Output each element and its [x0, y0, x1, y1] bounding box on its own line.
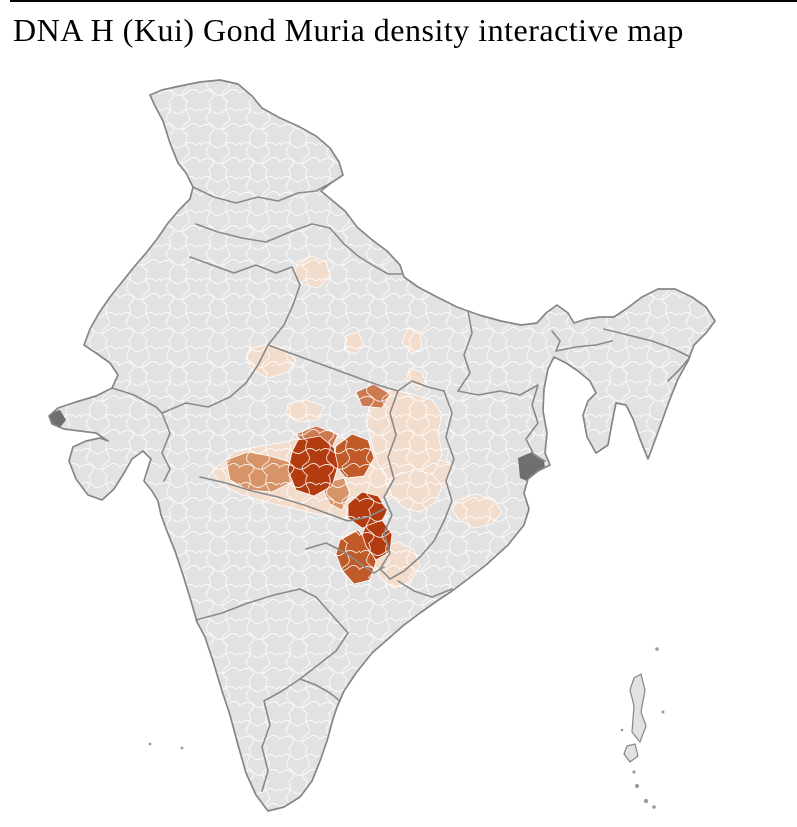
state-border-1: [195, 223, 331, 243]
state-border-13: [195, 588, 317, 621]
state-border-19: [555, 340, 613, 352]
state-border-9: [379, 390, 399, 570]
state-border-3: [189, 256, 301, 306]
island-dot-8: [180, 746, 184, 750]
state-border-7: [457, 310, 473, 392]
state-border-0: [192, 182, 332, 204]
island-andaman-south: [623, 743, 639, 763]
island-dot-1: [661, 710, 665, 714]
state-border-16: [261, 700, 271, 792]
top-rule: [10, 0, 797, 2]
state-border-17: [299, 678, 341, 702]
island-dot-2: [620, 728, 624, 732]
state-border-2: [329, 227, 403, 275]
india-outline: [48, 79, 716, 812]
island-dot-7: [148, 742, 152, 746]
island-dot-4: [635, 784, 639, 788]
state-border-6: [267, 344, 445, 392]
page-title: DNA H (Kui) Gond Muria density interacti…: [13, 12, 684, 48]
state-border-10: [379, 390, 455, 580]
state-border-4: [161, 304, 294, 414]
state-border-18: [603, 328, 691, 382]
state-border-14: [305, 542, 385, 574]
island-dot-5: [643, 798, 649, 804]
state-border-15: [263, 596, 349, 702]
state-border-11: [397, 580, 453, 598]
state-border-8: [457, 384, 546, 462]
state-border-5: [111, 387, 171, 482]
island-dot-6: [652, 805, 656, 809]
island-andaman-main: [629, 673, 647, 743]
state-border-12: [199, 476, 385, 522]
state-border-20: [551, 330, 561, 352]
island-dot-0: [655, 647, 659, 651]
island-dot-3: [632, 770, 636, 774]
